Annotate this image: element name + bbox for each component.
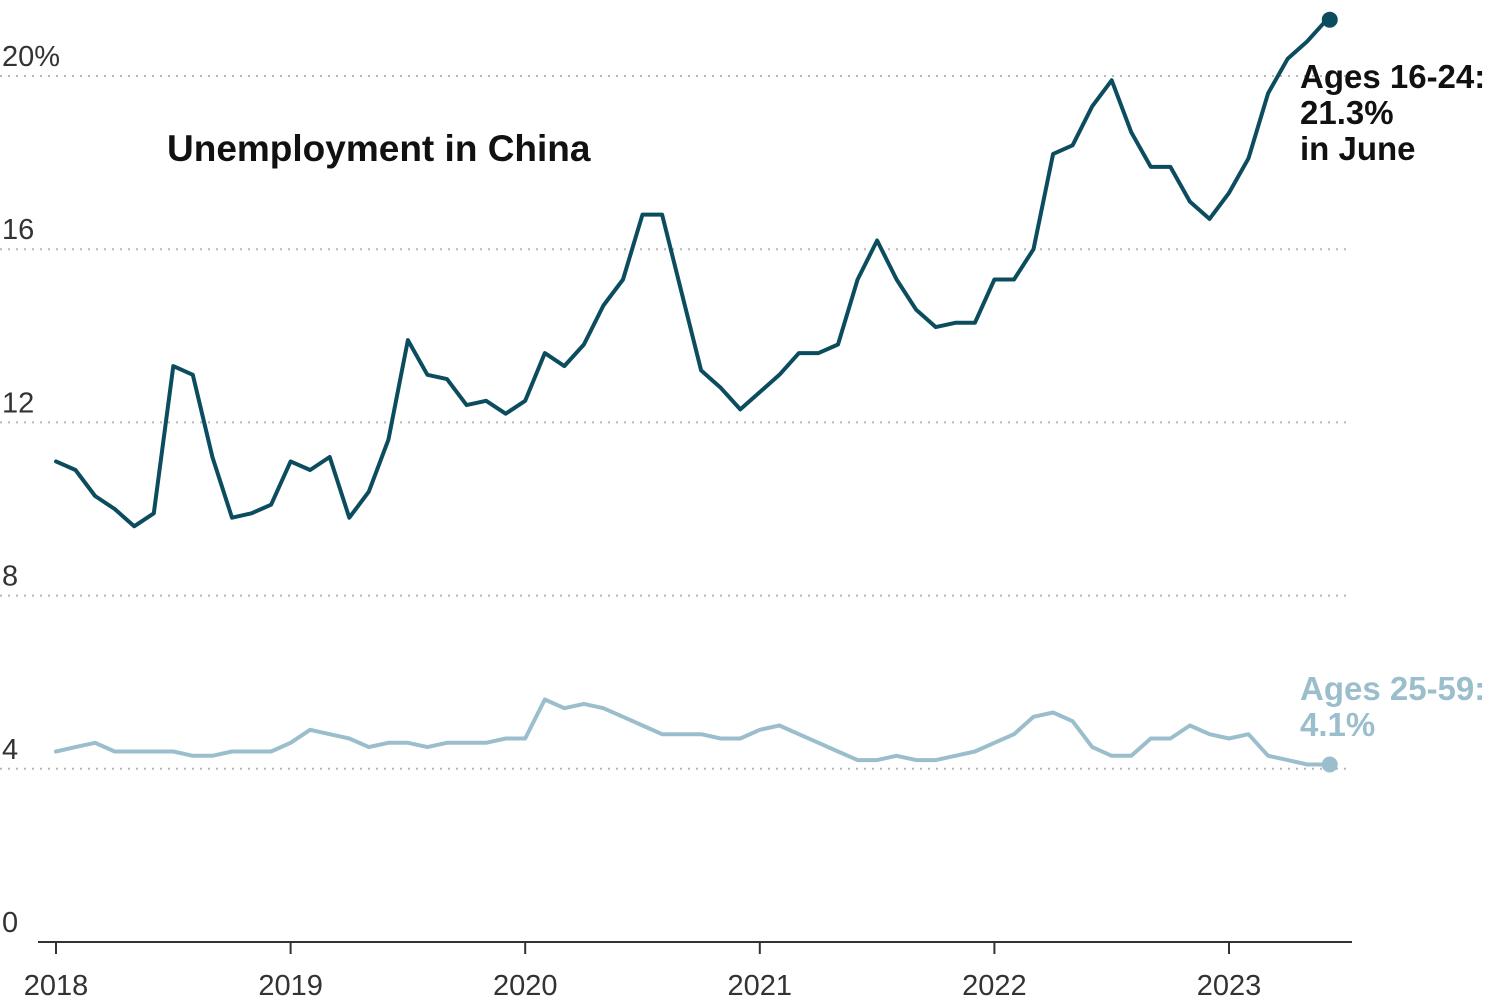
- series-annotation-ages-25-59: Ages 25-59:: [1300, 670, 1485, 707]
- x-tick-label: 2022: [962, 970, 1027, 1000]
- series-annotation-ages-16-24: Ages 16-24:: [1300, 58, 1485, 95]
- y-tick-label: 20%: [2, 41, 60, 73]
- series-endpoint-ages-16-24: [1321, 11, 1338, 28]
- x-tick-label: 2018: [24, 970, 89, 1000]
- x-axis-ticks: 2018 2019 2020 2021 2022 2023: [24, 942, 1262, 1000]
- series-annotations: Ages 16-24:21.3%in June Ages 25-59:4.1%: [1300, 58, 1485, 743]
- x-tick-label: 2020: [493, 970, 558, 1000]
- x-tick-label: 2021: [728, 970, 793, 1000]
- series-line-ages-25-59: [54, 697, 1329, 767]
- series-lines: [54, 11, 1338, 773]
- series-endpoint-ages-25-59: [1321, 756, 1338, 773]
- series-annotation-ages-16-24: 21.3%: [1300, 94, 1394, 131]
- series-line-ages-16-24: [54, 17, 1329, 529]
- y-tick-label: 8: [2, 561, 18, 593]
- y-tick-label: 16: [2, 214, 34, 246]
- y-tick-label: 12: [2, 387, 34, 419]
- series-annotation-ages-25-59: 4.1%: [1300, 706, 1375, 743]
- y-axis-tick-labels: 0 4 8 12 16 20%: [2, 41, 60, 939]
- series-annotation-ages-16-24: in June: [1300, 130, 1416, 167]
- x-tick-label: 2023: [1197, 970, 1262, 1000]
- chart-title: Unemployment in China: [167, 128, 591, 169]
- gridlines: [0, 75, 1352, 770]
- x-tick-label: 2019: [258, 970, 323, 1000]
- y-tick-label: 0: [2, 907, 18, 939]
- y-tick-label: 4: [2, 734, 18, 766]
